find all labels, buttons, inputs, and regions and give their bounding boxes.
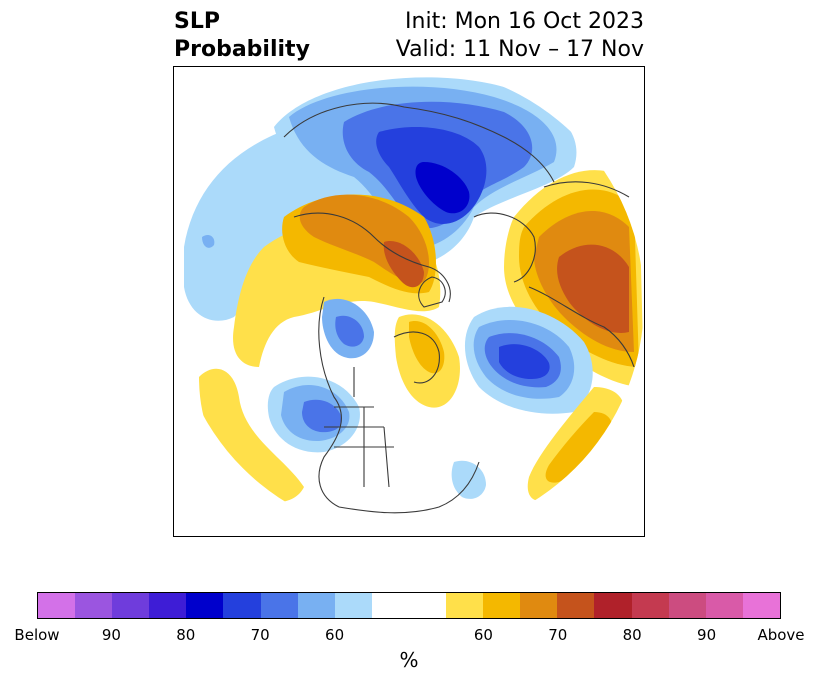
colorbar-cell <box>446 593 484 618</box>
colorbar-cell <box>75 593 113 618</box>
colorbar-cell <box>223 593 261 618</box>
init-date: Init: Mon 16 Oct 2023 <box>405 9 644 34</box>
region-blue-north-5 <box>415 162 470 214</box>
colorbar-tick-label: 80 <box>176 626 196 644</box>
colorbar-tick-label: 60 <box>473 626 493 644</box>
colorbar-cell <box>668 593 706 618</box>
region-yellow-southeast-2 <box>545 412 613 483</box>
colorbar-cell <box>520 593 558 618</box>
colorbar-tick-label: 60 <box>325 626 345 644</box>
colorbar-tick-label: 90 <box>101 626 121 644</box>
colorbar-cell <box>705 593 743 618</box>
region-blue-namerica-3 <box>302 399 342 433</box>
region-blue-atlantic-4 <box>499 344 550 379</box>
colorbar-tick-label: 80 <box>622 626 642 644</box>
colorbar-tick-label: 70 <box>548 626 568 644</box>
colorbar-cell <box>186 593 224 618</box>
colorbar-tick-label: 70 <box>250 626 270 644</box>
map-dates: Init: Mon 16 Oct 2023 Valid: 11 Nov – 17… <box>396 8 644 64</box>
colorbar-cell <box>260 593 298 618</box>
coastlines <box>283 102 635 514</box>
colorbar-cell <box>334 593 372 618</box>
colorbar-cell <box>297 593 335 618</box>
colorbar <box>37 592 781 619</box>
colorbar-cell <box>112 593 150 618</box>
colorbar-tick-label: 90 <box>697 626 717 644</box>
colorbar-cell <box>557 593 595 618</box>
colorbar-cell <box>371 593 447 618</box>
colorbar-tick-label: Below <box>14 626 60 644</box>
colorbar-tick-label: Above <box>757 626 805 644</box>
colorbar-cell <box>149 593 187 618</box>
map-panel <box>173 66 645 537</box>
colorbar-unit: % <box>399 648 419 672</box>
colorbar-cell <box>631 593 669 618</box>
shaded-regions <box>184 77 644 502</box>
title-type: Probability <box>174 37 310 62</box>
title-variable: SLP <box>174 9 220 34</box>
probability-map <box>184 77 644 514</box>
colorbar-cell <box>742 593 780 618</box>
region-yellow-canada-2 <box>409 321 445 374</box>
region-blue-southeast <box>451 460 486 499</box>
colorbar-cell <box>483 593 521 618</box>
region-yellow-southwest <box>199 368 304 502</box>
map-title: SLP Probability <box>174 8 310 64</box>
region-blue-centralcanada-2 <box>335 315 364 347</box>
region-orange-eurasia-2 <box>557 244 629 333</box>
region-blue-west-core <box>202 234 215 248</box>
valid-range: Valid: 11 Nov – 17 Nov <box>395 37 644 62</box>
colorbar-cell <box>594 593 632 618</box>
colorbar-cell <box>38 593 76 618</box>
